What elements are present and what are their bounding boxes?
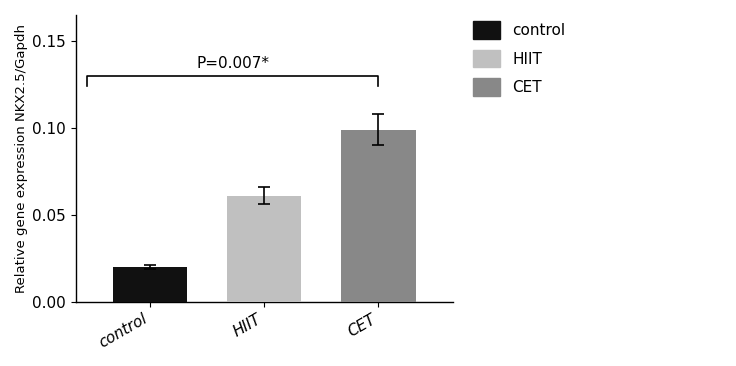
Bar (113, 267, 187, 302)
Text: P=0.007*: P=0.007* (197, 56, 269, 71)
Bar (342, 130, 416, 302)
Legend: control, HIIT, CET: control, HIIT, CET (468, 17, 570, 100)
Y-axis label: Relative gene expression NKX2.5/Gapdh: Relative gene expression NKX2.5/Gapdh (15, 24, 28, 293)
Bar (227, 196, 301, 302)
